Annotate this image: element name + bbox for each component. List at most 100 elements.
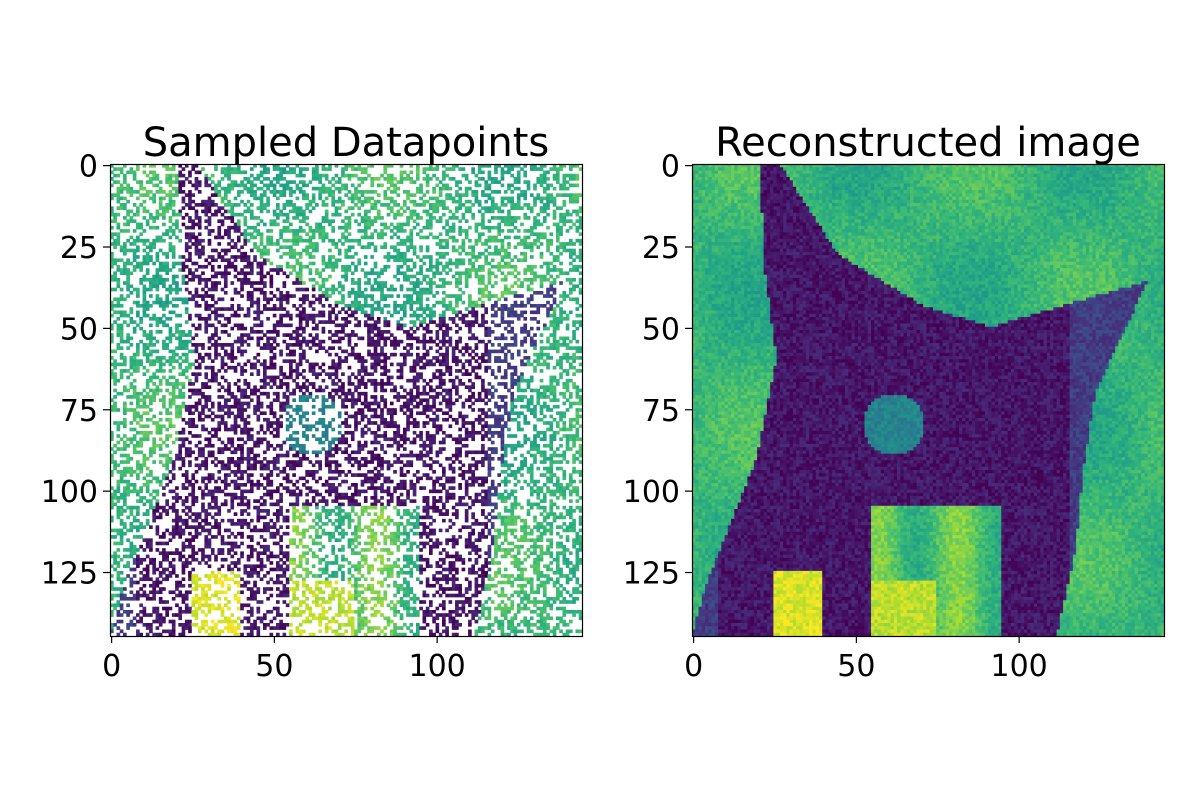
pixel: [286, 216, 290, 220]
pixel: [240, 324, 244, 328]
pixel: [126, 369, 130, 373]
pixel: [455, 340, 459, 344]
pixel: [286, 245, 290, 249]
pixel: [139, 223, 143, 227]
pixel: [523, 268, 527, 272]
pixel: [579, 402, 583, 406]
pixel: [507, 184, 511, 188]
pixel: [234, 405, 238, 409]
pixel: [178, 180, 182, 184]
pixel: [130, 359, 134, 363]
pixel: [549, 320, 553, 324]
pixel: [429, 288, 433, 292]
pixel: [315, 268, 319, 272]
pixel: [230, 392, 234, 396]
pixel: [543, 216, 547, 220]
pixel: [162, 340, 166, 344]
pixel: [445, 324, 449, 328]
pixel: [510, 330, 514, 334]
pixel: [133, 252, 137, 256]
pixel: [348, 379, 352, 383]
pixel: [566, 294, 570, 298]
pixel: [426, 314, 430, 318]
pixel: [374, 200, 378, 204]
pixel: [253, 385, 257, 389]
pixel: [309, 268, 313, 272]
pixel: [475, 310, 479, 314]
pixel: [169, 268, 173, 272]
pixel: [442, 359, 446, 363]
pixel: [357, 379, 361, 383]
pixel: [270, 223, 274, 227]
pixel: [266, 242, 270, 246]
pixel: [364, 372, 368, 376]
pixel: [436, 356, 440, 360]
pixel: [133, 265, 137, 269]
pixel: [471, 252, 475, 256]
pixel: [559, 314, 563, 318]
pixel: [169, 284, 173, 288]
pixel: [266, 392, 270, 396]
pixel: [283, 314, 287, 318]
pixel: [455, 180, 459, 184]
pixel: [510, 372, 514, 376]
pixel: [462, 239, 466, 243]
pixel: [136, 366, 140, 370]
pixel: [296, 314, 300, 318]
pixel: [543, 190, 547, 194]
pixel: [354, 324, 358, 328]
pixel: [214, 213, 218, 217]
pixel: [237, 327, 241, 331]
pixel: [559, 392, 563, 396]
pixel: [237, 314, 241, 318]
pixel: [276, 239, 280, 243]
pixel: [331, 229, 335, 233]
pixel: [159, 363, 163, 367]
pixel: [374, 219, 378, 223]
pixel: [488, 236, 492, 240]
pixel: [299, 171, 303, 175]
pixel: [452, 385, 456, 389]
pixel: [273, 340, 277, 344]
pixel: [188, 297, 192, 301]
pixel: [309, 301, 313, 305]
pixel: [465, 187, 469, 191]
pixel: [156, 350, 160, 354]
pixel: [289, 294, 293, 298]
pixel: [289, 265, 293, 269]
pixel: [556, 268, 560, 272]
pixel: [227, 249, 231, 253]
pixel: [572, 284, 576, 288]
pixel: [354, 167, 358, 171]
pixel: [322, 408, 326, 412]
pixel: [328, 405, 332, 409]
pixel: [156, 284, 160, 288]
pixel: [243, 239, 247, 243]
pixel: [172, 385, 176, 389]
pixel: [471, 337, 475, 341]
pixel: [484, 310, 488, 314]
pixel: [409, 180, 413, 184]
pixel: [510, 167, 514, 171]
pixel: [224, 398, 228, 402]
pixel: [240, 180, 244, 184]
pixel: [380, 288, 384, 292]
pixel: [279, 190, 283, 194]
pixel: [296, 288, 300, 292]
pixel: [331, 197, 335, 201]
pixel: [579, 249, 583, 253]
pixel: [530, 206, 534, 210]
pixel: [256, 398, 260, 402]
pixel: [572, 200, 576, 204]
pixel: [403, 304, 407, 308]
pixel: [507, 343, 511, 347]
pixel: [191, 236, 195, 240]
pixel: [198, 190, 202, 194]
pixel: [494, 216, 498, 220]
pixel: [429, 405, 433, 409]
pixel: [423, 288, 427, 292]
pixel: [309, 317, 313, 321]
pixel: [357, 408, 361, 412]
pixel: [465, 324, 469, 328]
pixel: [419, 366, 423, 370]
